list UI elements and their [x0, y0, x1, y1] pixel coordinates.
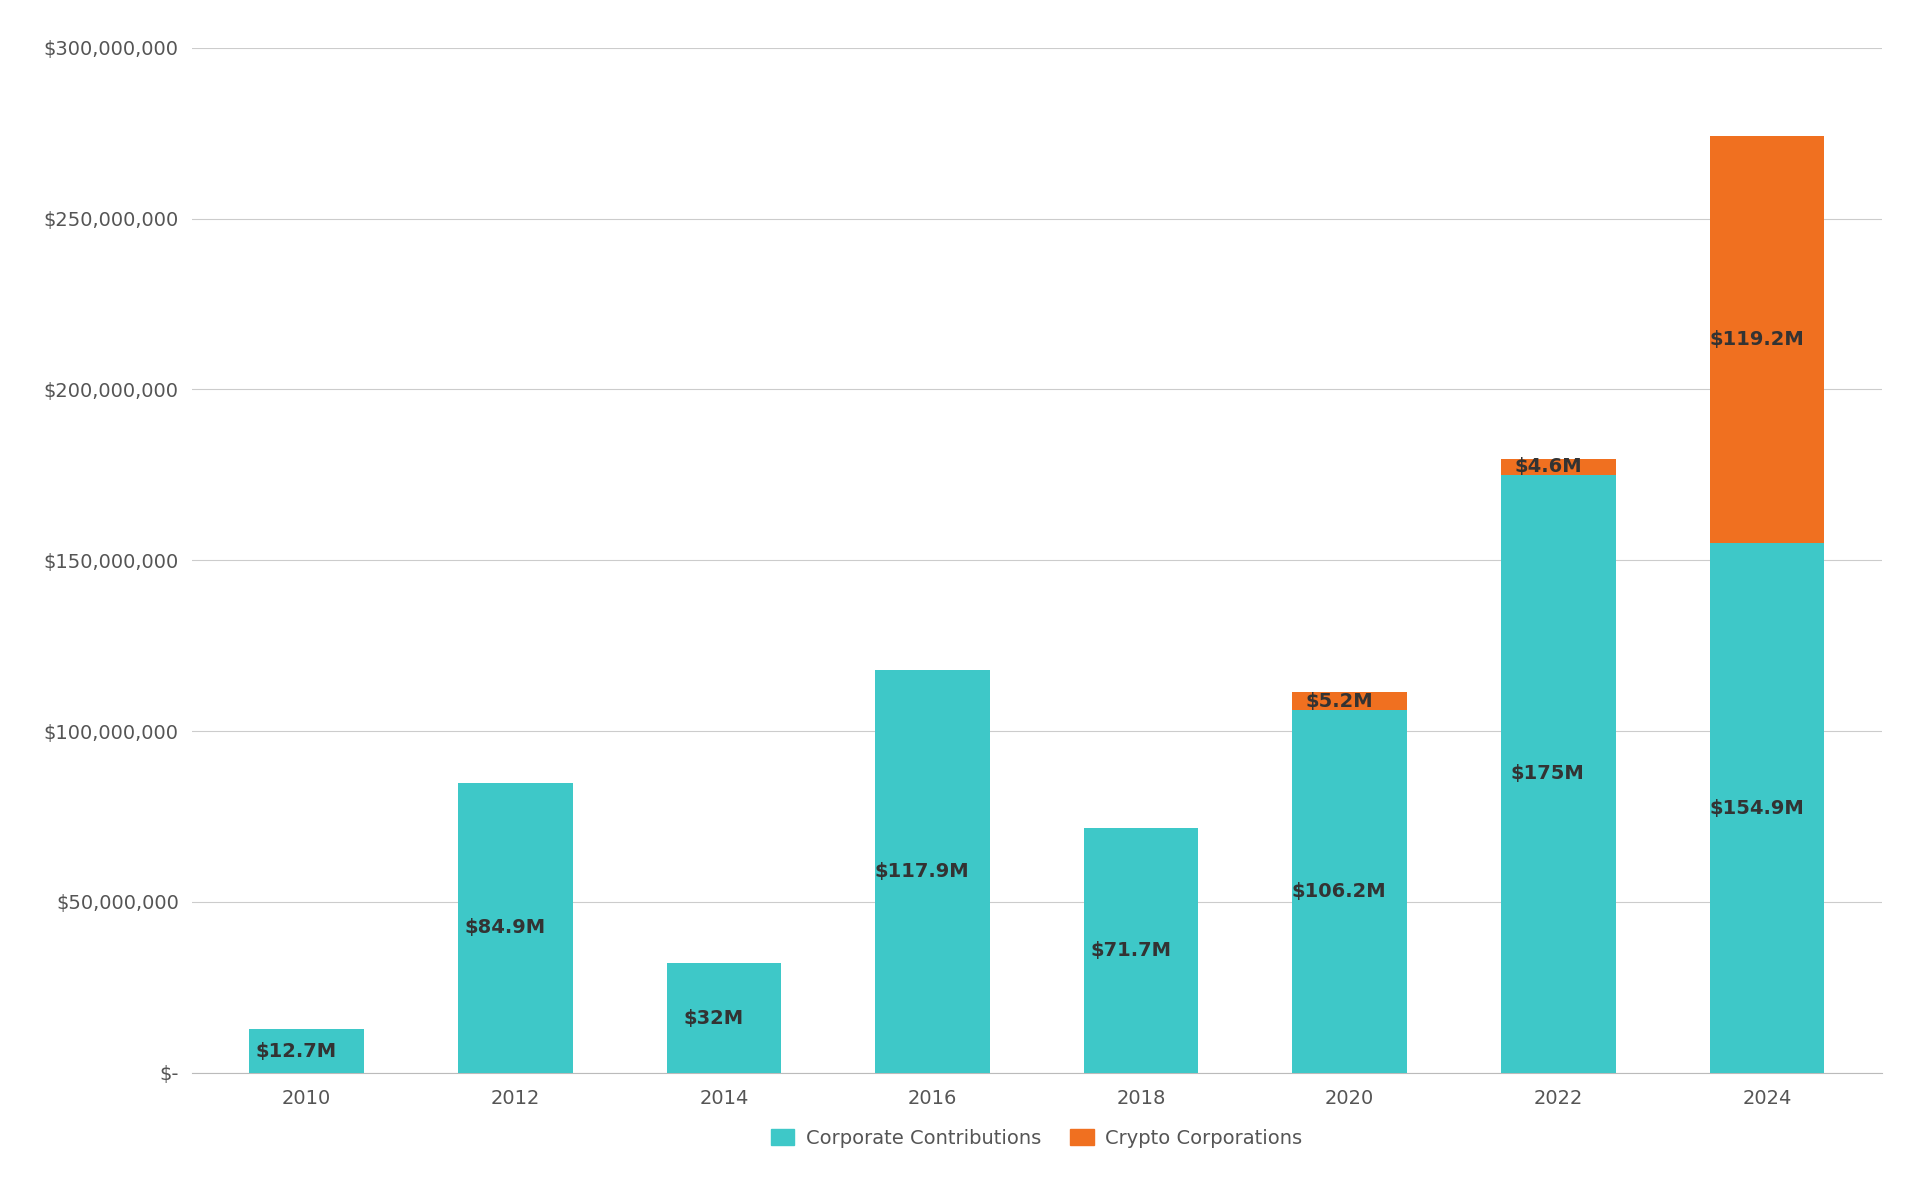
Text: $119.2M: $119.2M [1709, 330, 1803, 349]
Text: $106.2M: $106.2M [1292, 882, 1386, 901]
Bar [459, 783, 572, 1073]
Bar [1501, 459, 1615, 474]
Bar [876, 670, 991, 1073]
Bar [1709, 544, 1824, 1073]
Text: $117.9M: $117.9M [876, 862, 970, 881]
Text: $175M: $175M [1511, 764, 1584, 783]
Bar [250, 1030, 365, 1073]
Bar [1083, 827, 1198, 1073]
Legend: Corporate Contributions, Crypto Corporations: Corporate Contributions, Crypto Corporat… [764, 1120, 1309, 1155]
Bar [1501, 474, 1615, 1073]
Bar [666, 963, 781, 1073]
Text: $154.9M: $154.9M [1709, 799, 1803, 818]
Text: $71.7M: $71.7M [1091, 940, 1171, 960]
Text: $84.9M: $84.9M [465, 918, 545, 937]
Text: $5.2M: $5.2M [1306, 691, 1373, 710]
Bar [1709, 136, 1824, 544]
Bar [1292, 693, 1407, 710]
Text: $12.7M: $12.7M [255, 1042, 336, 1061]
Text: $4.6M: $4.6M [1515, 458, 1582, 477]
Bar [1292, 710, 1407, 1073]
Text: $32M: $32M [684, 1008, 743, 1028]
